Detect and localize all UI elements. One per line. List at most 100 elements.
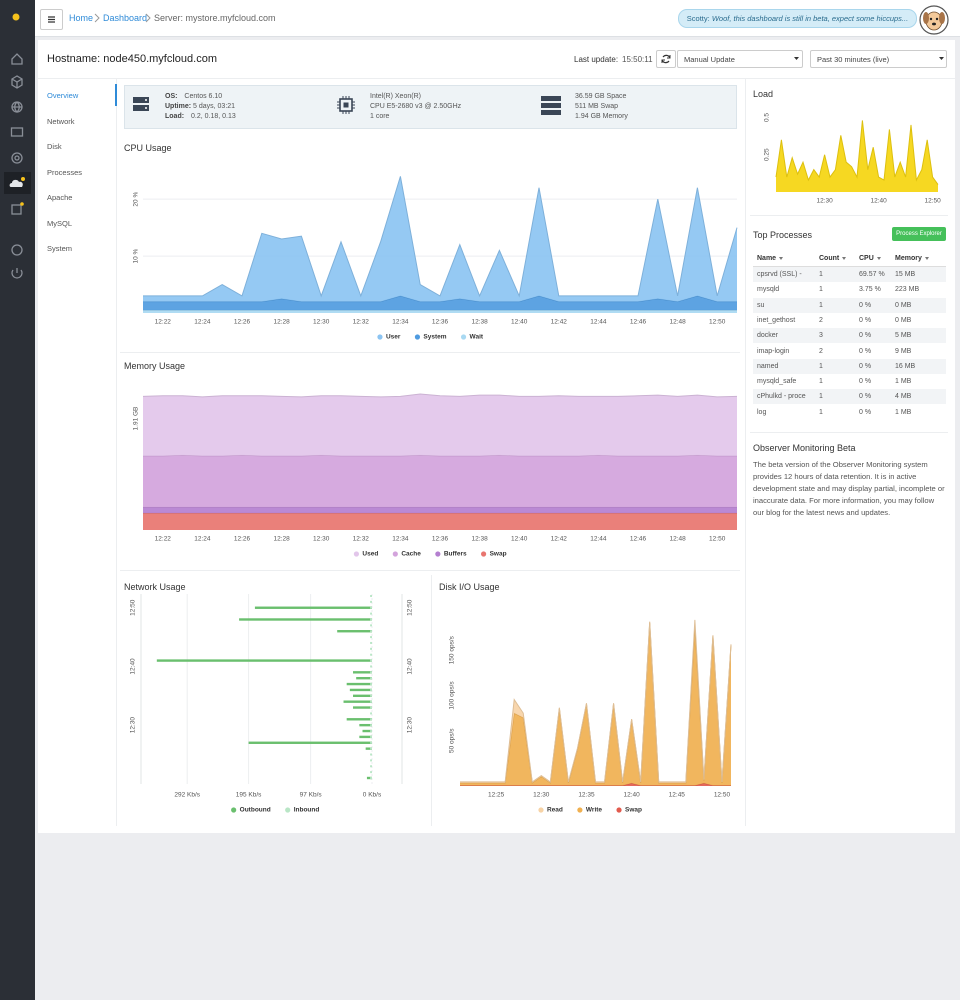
table-cell: 1 <box>819 271 823 278</box>
table-cell: 0 % <box>859 347 872 355</box>
select-caret <box>794 57 799 60</box>
range-select[interactable]: Past 30 minutes (live) <box>810 50 947 68</box>
refresh-button[interactable] <box>656 50 676 68</box>
row-stripe <box>753 358 946 374</box>
info-label: Uptime: <box>165 103 192 110</box>
breadcrumb-link[interactable]: Dashboard <box>103 13 148 23</box>
table-cell: docker <box>757 332 779 340</box>
globe-lines <box>12 101 22 113</box>
avatar[interactable] <box>918 4 950 36</box>
beta-notice: Scotty: Woof, this dashboard is still in… <box>678 9 917 28</box>
lifering-icon[interactable] <box>11 152 23 164</box>
table-cell: 0 % <box>859 408 872 416</box>
row-stripe <box>753 297 946 313</box>
table-cell: 0 MB <box>895 301 912 309</box>
range: Past 30 minutes (live) <box>817 55 890 64</box>
divider <box>120 352 740 353</box>
chart-title: Load <box>753 89 774 99</box>
chart-title: Memory Usage <box>124 361 186 371</box>
monitor-icon[interactable] <box>10 127 24 137</box>
sort-icon <box>877 257 881 260</box>
main-panel <box>38 40 955 833</box>
info-label: OS: <box>165 93 178 100</box>
column-header[interactable]: Memory <box>895 255 922 262</box>
storage-icon <box>541 96 561 115</box>
chart-title: CPU Usage <box>124 143 172 153</box>
logo-dot <box>12 13 20 21</box>
hostname: Hostname: node450.myfcloud.com <box>47 53 217 65</box>
divider <box>38 78 955 79</box>
user-icon[interactable] <box>11 244 23 256</box>
table-cell: 1 <box>819 301 823 309</box>
info-value: 36.59 GB Space <box>575 93 627 100</box>
menu-button[interactable] <box>40 9 63 30</box>
info-value: 1.94 GB Memory <box>575 113 628 120</box>
chart-title: Disk I/O Usage <box>439 582 500 592</box>
nav-item[interactable]: MySQL <box>47 218 73 228</box>
info-value: 0.2, 0.18, 0.13 <box>191 113 236 120</box>
table-cell: 0 % <box>859 301 872 309</box>
row-stripe <box>753 389 946 405</box>
header-rule <box>753 266 946 267</box>
info-value: 1 core <box>370 113 390 120</box>
sidebar-icons <box>4 13 31 279</box>
edit-icon[interactable] <box>11 204 22 215</box>
beta-title: Observer Monitoring Beta <box>753 443 856 453</box>
os-info: OS: Centos 6.10 Uptime: 5 days, 03:21 Lo… <box>165 92 236 122</box>
column-header[interactable]: Count <box>819 255 840 262</box>
cpu-info: Intel(R) Xeon(R) CPU E5-2680 v3 @ 2.50GH… <box>370 92 461 122</box>
table-cell: 15 MB <box>895 271 916 278</box>
table-cell: mysqld_safe <box>757 378 797 386</box>
refresh-icon <box>661 54 671 64</box>
beta-text: The beta version of the Observer Monitor… <box>753 460 945 517</box>
table-cell: 223 MB <box>895 286 920 294</box>
table-cell: log <box>757 408 767 416</box>
info-label: Load: <box>165 113 185 120</box>
nav-active-marker <box>115 84 117 106</box>
info-value: 5 days, 03:21 <box>193 103 236 110</box>
column-header[interactable]: Name <box>757 255 777 262</box>
home-icon[interactable] <box>11 53 23 65</box>
table-cell: 16 MB <box>895 362 916 370</box>
column-header[interactable]: CPU <box>859 255 874 262</box>
table-cell: 0 % <box>859 393 872 401</box>
nav-item[interactable]: Disk <box>47 142 62 151</box>
info-value: 511 MB Swap <box>575 103 619 110</box>
table-cell: 2 <box>819 316 823 324</box>
row-stripe <box>753 267 946 282</box>
nav-item[interactable]: System <box>47 244 73 253</box>
notice-label: Scotty: <box>686 14 710 23</box>
process-explorer-button[interactable]: Process Explorer <box>892 227 946 241</box>
info-value: CPU E5-2680 v3 @ 2.50GHz <box>370 103 462 110</box>
nav-item[interactable]: Processes <box>47 167 83 177</box>
table-cell: 1 <box>819 362 823 370</box>
menu-icon <box>48 16 55 23</box>
chart-title: Network Usage <box>124 582 186 592</box>
info-value: Intel(R) Xeon(R) <box>370 93 421 100</box>
cube-icon[interactable] <box>11 75 23 89</box>
table-cell: 1 MB <box>895 408 912 416</box>
nav-item[interactable]: Overview <box>47 91 79 100</box>
breadcrumb-link[interactable]: Home <box>69 13 94 23</box>
power-icon[interactable] <box>11 268 23 279</box>
crumb-separator <box>94 13 100 23</box>
nav-item[interactable]: Network <box>47 116 75 126</box>
table-title: Top Processes <box>753 230 813 240</box>
sidebar <box>0 0 35 1000</box>
update-mode-select[interactable]: Manual Update <box>677 50 803 68</box>
table-cell: 1 <box>819 286 823 294</box>
table-cell: 5 MB <box>895 332 912 340</box>
server-icon <box>133 97 149 111</box>
breadcrumb-current: Server: mystore.myfcloud.com <box>154 13 276 23</box>
table-cell: su <box>757 301 765 309</box>
nav-item[interactable]: Apache <box>47 193 73 202</box>
table-cell: inet_gethost <box>757 316 796 324</box>
table-cell: 1 <box>819 378 823 386</box>
sort-icon <box>842 257 846 260</box>
table-cell: named <box>757 362 779 370</box>
divider <box>750 432 948 433</box>
divider <box>745 78 746 826</box>
divider <box>120 570 740 571</box>
table-cell: 4 MB <box>895 393 912 401</box>
